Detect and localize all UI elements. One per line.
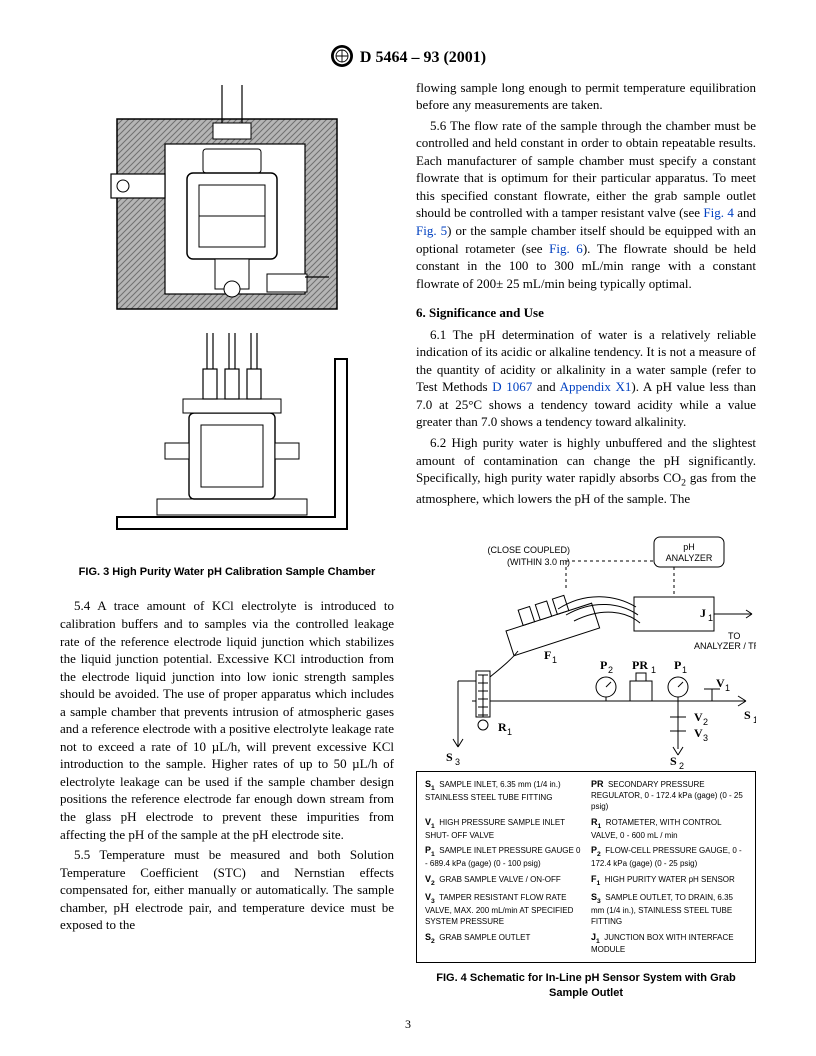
svg-text:2: 2 xyxy=(703,717,708,727)
svg-text:V: V xyxy=(694,726,703,740)
svg-text:ANALYZER / TRANSMITTER: ANALYZER / TRANSMITTER xyxy=(694,641,756,651)
svg-text:V: V xyxy=(694,710,703,724)
figure-3: FIG. 3 High Purity Water pH Calibration … xyxy=(60,79,394,580)
page-number: 3 xyxy=(0,1016,816,1032)
svg-text:S: S xyxy=(670,754,677,768)
svg-text:F: F xyxy=(544,648,551,662)
para-5-6: 5.6 The flow rate of the sample through … xyxy=(416,117,756,292)
svg-text:V: V xyxy=(716,676,725,690)
svg-text:1: 1 xyxy=(682,665,687,675)
section-6-title: 6. Significance and Use xyxy=(416,304,756,322)
figure-4-caption: FIG. 4 Schematic for In-Line pH Sensor S… xyxy=(416,971,756,1001)
svg-text:R: R xyxy=(498,720,507,734)
link-appendix-x1[interactable]: Appendix X1 xyxy=(560,379,632,394)
svg-text:(WITHIN 3.0 m): (WITHIN 3.0 m) xyxy=(507,557,570,567)
figure-4-legend: S1 SAMPLE INLET, 6.35 mm (1/4 in.) STAIN… xyxy=(416,771,756,963)
link-fig-5[interactable]: Fig. 5 xyxy=(416,223,447,238)
para-5-5-cont: flowing sample long enough to permit tem… xyxy=(416,79,756,114)
link-fig-4[interactable]: Fig. 4 xyxy=(703,205,733,220)
svg-text:1: 1 xyxy=(651,665,656,675)
analyzer-label: ANALYZER xyxy=(666,553,713,563)
svg-text:2: 2 xyxy=(608,665,613,675)
svg-text:1: 1 xyxy=(725,683,730,693)
svg-text:P: P xyxy=(600,658,607,672)
page-header: D 5464 – 93 (2001) xyxy=(60,44,756,69)
link-d1067[interactable]: D 1067 xyxy=(492,379,532,394)
designation: D 5464 – 93 (2001) xyxy=(360,49,486,66)
link-fig-6[interactable]: Fig. 6 xyxy=(549,241,583,256)
svg-text:P: P xyxy=(674,658,681,672)
astm-logo-icon xyxy=(330,44,354,68)
svg-text:S: S xyxy=(744,708,751,722)
para-6-1: 6.1 The pH determination of water is a r… xyxy=(416,326,756,431)
svg-text:1: 1 xyxy=(552,655,557,665)
para-6-2: 6.2 High purity water is highly unbuffer… xyxy=(416,434,756,507)
svg-text:1: 1 xyxy=(507,727,512,737)
figure-4: pH ANALYZER (CLOSE COUPLED) (WITHIN 3.0 … xyxy=(416,531,756,1001)
svg-text:3: 3 xyxy=(703,733,708,743)
svg-text:1: 1 xyxy=(753,715,756,725)
svg-text:TO: TO xyxy=(728,631,740,641)
para-5-4: 5.4 A trace amount of KCl electrolyte is… xyxy=(60,597,394,843)
svg-text:3: 3 xyxy=(455,757,460,767)
figure-3-caption: FIG. 3 High Purity Water pH Calibration … xyxy=(60,565,394,580)
svg-text:1: 1 xyxy=(708,613,713,623)
para-5-5: 5.5 Temperature must be measured and bot… xyxy=(60,846,394,934)
svg-text:2: 2 xyxy=(679,761,684,771)
svg-text:J: J xyxy=(700,606,706,620)
svg-text:PR: PR xyxy=(632,658,648,672)
svg-text:S: S xyxy=(446,750,453,764)
svg-text:(CLOSE COUPLED): (CLOSE COUPLED) xyxy=(487,545,570,555)
svg-text:pH: pH xyxy=(683,542,695,552)
